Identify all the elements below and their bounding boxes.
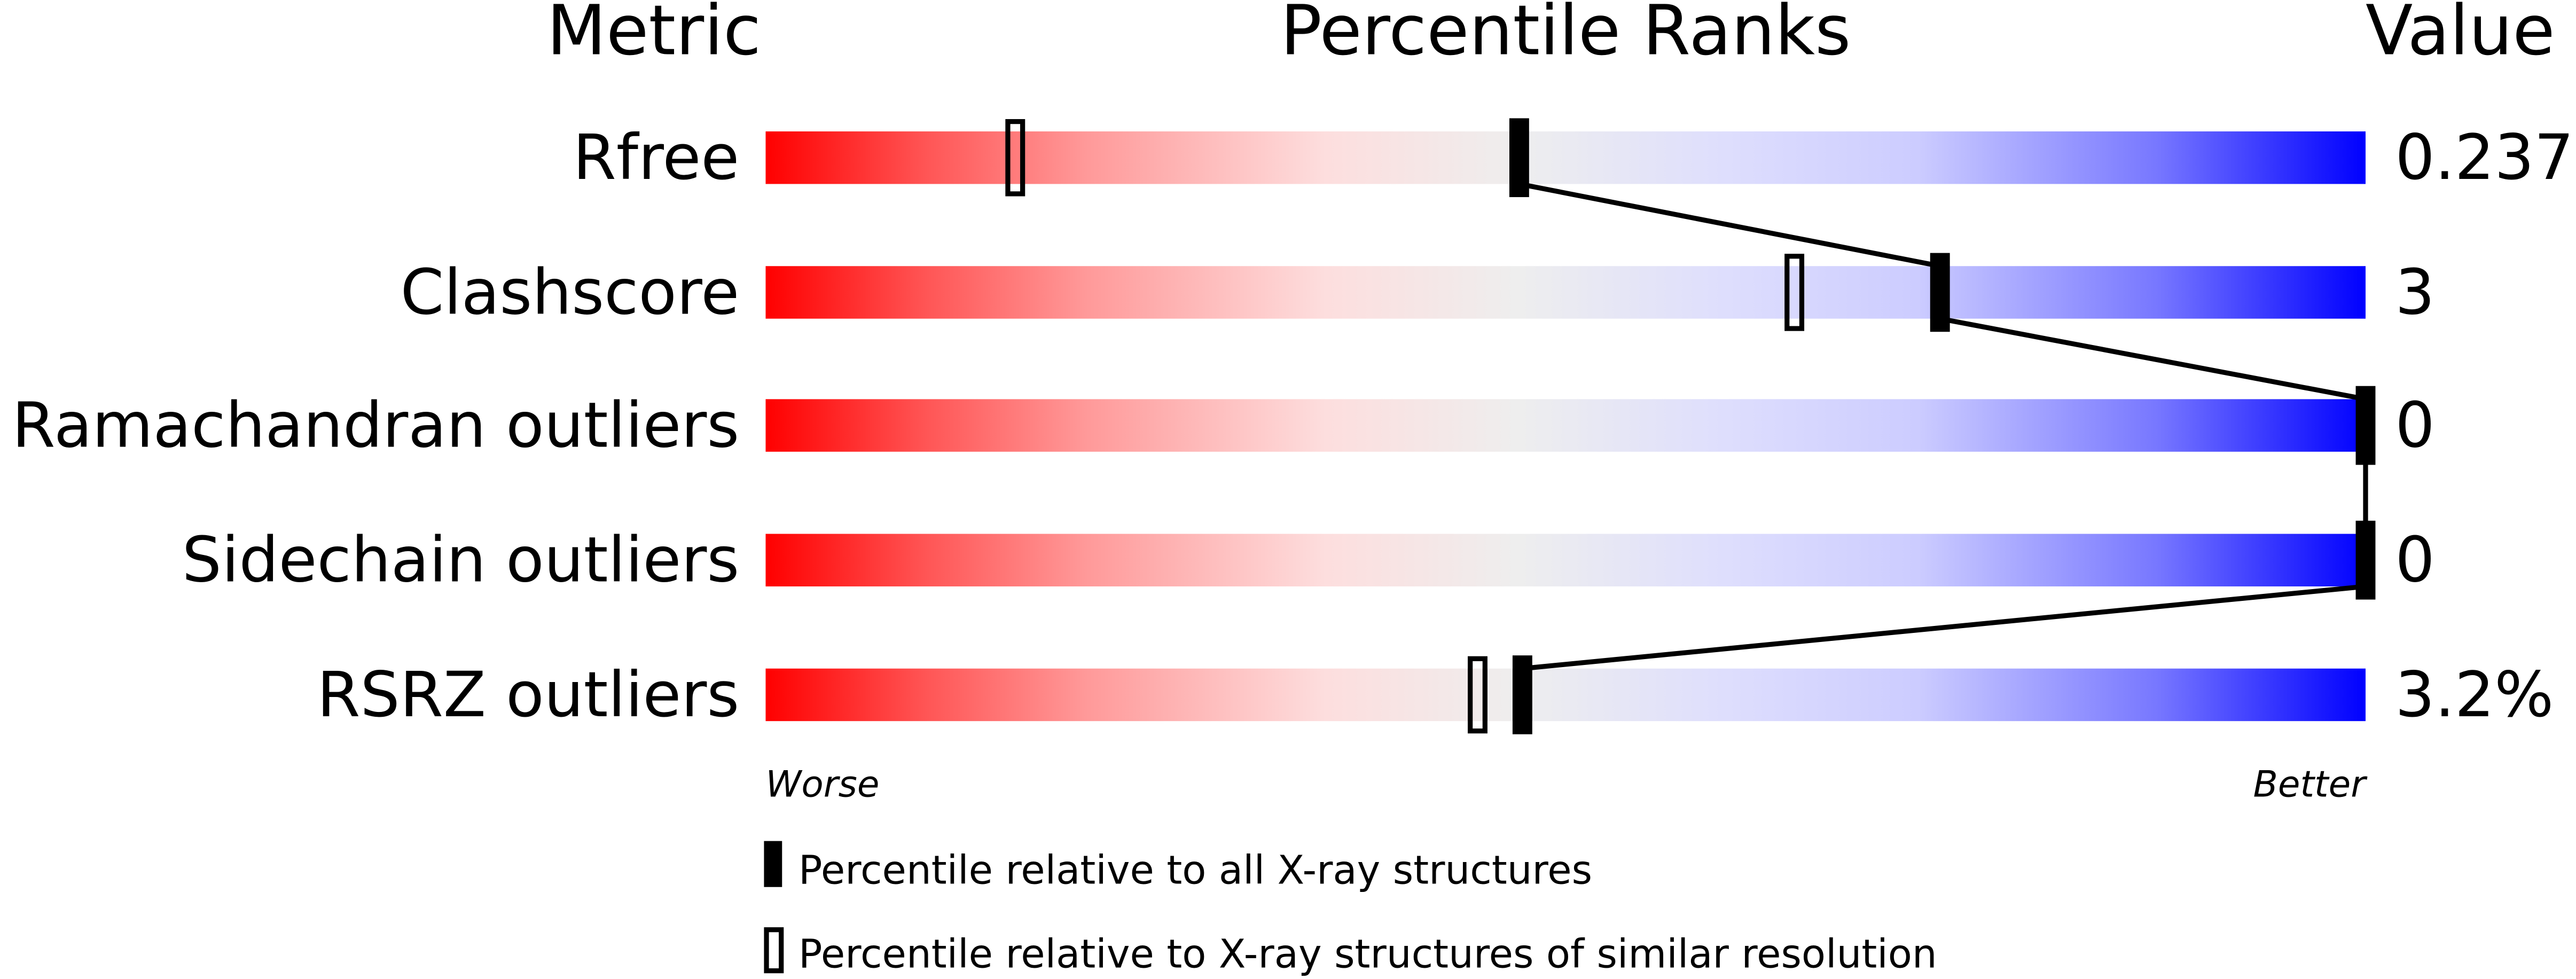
marker-all-structures (1509, 118, 1529, 198)
legend-hollow-marker (764, 927, 784, 974)
axis-worse-label: Worse (765, 763, 879, 805)
metric-label: RSRZ outliers (317, 659, 739, 731)
metric-value: 0 (2395, 524, 2434, 597)
metric-value: 3.2% (2395, 659, 2554, 731)
header-percentile-ranks: Percentile Ranks (1280, 0, 1851, 71)
marker-all-structures (2355, 386, 2376, 465)
percentile-bar (765, 266, 2366, 319)
percentile-bar (765, 399, 2366, 452)
metric-value: 0 (2395, 389, 2434, 462)
metric-label: Rfree (573, 121, 740, 194)
header-value: Value (2366, 0, 2555, 71)
metric-value: 0.237 (2395, 121, 2574, 194)
marker-similar-resolution (1468, 656, 1487, 734)
percentile-bar (765, 534, 2366, 586)
marker-all-structures (1930, 253, 1950, 332)
marker-all-structures (2355, 520, 2376, 600)
metric-label: Sidechain outliers (182, 524, 739, 597)
metric-label: Clashscore (401, 256, 740, 328)
metric-label: Ramachandran outliers (12, 389, 739, 462)
legend-filled-label: Percentile relative to all X-ray structu… (798, 848, 1592, 894)
metric-value: 3 (2395, 256, 2434, 328)
legend-hollow-label: Percentile relative to X-ray structures … (798, 931, 1937, 977)
percentile-bar (765, 131, 2366, 184)
legend-filled-marker (764, 841, 782, 887)
marker-similar-resolution (1005, 119, 1025, 197)
axis-better-label: Better (2253, 763, 2368, 805)
percentile-bar (765, 668, 2366, 722)
marker-all-structures (1512, 655, 1532, 734)
header-metric: Metric (547, 0, 762, 71)
marker-similar-resolution (1784, 254, 1805, 331)
